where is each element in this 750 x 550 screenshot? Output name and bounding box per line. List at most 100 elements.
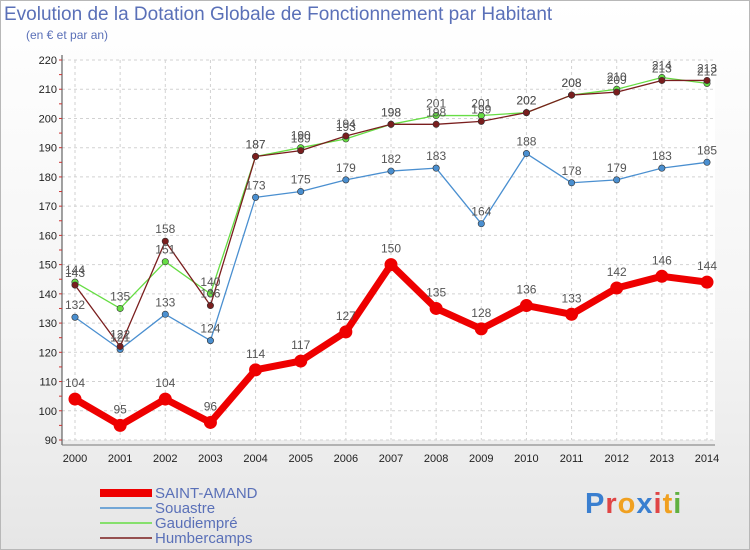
data-point — [519, 299, 533, 313]
data-label: 136 — [516, 283, 536, 297]
data-point — [203, 415, 217, 429]
data-point — [568, 179, 576, 187]
data-point — [116, 304, 124, 312]
data-label: 146 — [652, 253, 672, 267]
data-label: 151 — [155, 243, 175, 257]
x-tick-label: 2011 — [560, 453, 584, 465]
data-point — [71, 281, 79, 289]
data-label: 144 — [65, 263, 85, 277]
data-label: 188 — [516, 135, 536, 149]
x-tick-label: 2001 — [108, 453, 132, 465]
data-point — [565, 307, 579, 321]
data-label: 201 — [471, 97, 491, 111]
logo-letter: t — [662, 488, 674, 520]
data-point — [610, 281, 624, 295]
data-point — [522, 109, 530, 117]
logo-letter: x — [636, 488, 654, 520]
y-tick-label: 180 — [39, 172, 57, 184]
data-label: 133 — [155, 295, 175, 309]
data-point — [703, 76, 711, 84]
data-label: 121 — [110, 330, 130, 344]
data-label: 183 — [426, 149, 446, 163]
data-label: 132 — [65, 298, 85, 312]
data-label: 213 — [652, 61, 672, 75]
data-label: 182 — [381, 152, 401, 166]
series-0 — [68, 258, 714, 432]
data-point — [294, 354, 308, 368]
data-label: 194 — [336, 117, 356, 131]
x-tick-label: 2007 — [379, 453, 403, 465]
data-label: 95 — [113, 402, 127, 416]
y-tick-label: 130 — [39, 318, 57, 330]
legend-entry: Gaudiempré — [155, 515, 238, 532]
data-label: 142 — [607, 265, 627, 279]
x-tick-label: 2012 — [604, 453, 628, 465]
x-tick-label: 2008 — [424, 453, 448, 465]
data-label: 209 — [607, 73, 627, 87]
data-label: 179 — [336, 161, 356, 175]
data-label: 208 — [562, 76, 582, 90]
data-label: 140 — [200, 275, 220, 289]
data-point — [568, 91, 576, 99]
data-label: 178 — [562, 164, 582, 178]
x-tick-label: 2006 — [334, 453, 358, 465]
x-tick-label: 2002 — [153, 453, 177, 465]
legend-entry: SAINT-AMAND — [155, 485, 258, 502]
data-label: 210 — [607, 70, 627, 84]
data-label: 143 — [65, 266, 85, 280]
data-point — [252, 152, 260, 160]
data-point — [116, 342, 124, 350]
data-label: 114 — [246, 347, 265, 361]
data-label: 127 — [336, 309, 356, 323]
data-label: 150 — [381, 242, 401, 256]
y-tick-label: 210 — [39, 84, 57, 96]
y-tick-label: 190 — [39, 143, 57, 155]
x-tick-label: 2005 — [288, 453, 312, 465]
data-point — [432, 164, 440, 172]
y-tick-label: 120 — [39, 347, 57, 359]
data-label: 158 — [155, 222, 175, 236]
series-1 — [71, 150, 711, 353]
data-label: 193 — [336, 120, 356, 134]
data-label: 185 — [697, 143, 717, 157]
data-point — [655, 269, 669, 283]
data-label: 198 — [381, 105, 401, 119]
data-point — [252, 193, 260, 201]
y-tick-label: 90 — [45, 435, 57, 447]
y-tick-label: 100 — [39, 406, 57, 418]
data-point — [387, 120, 395, 128]
data-label: 212 — [697, 64, 717, 78]
data-label: 208 — [562, 76, 582, 90]
data-label: 213 — [697, 61, 717, 75]
x-tick-label: 2010 — [514, 453, 538, 465]
data-label: 187 — [246, 137, 266, 151]
data-point — [297, 147, 305, 155]
y-tick-label: 220 — [39, 55, 57, 67]
data-point — [700, 275, 714, 289]
data-label: 201 — [426, 97, 446, 111]
data-label: 96 — [204, 399, 218, 413]
data-label: 198 — [381, 105, 401, 119]
data-labels: 132 121 133 124 173 175 179 182 183 164 188 178 179 1… — [65, 59, 717, 417]
data-point — [703, 158, 711, 166]
data-point — [342, 176, 350, 184]
data-label: 202 — [516, 94, 536, 108]
x-tick-label: 2013 — [650, 453, 674, 465]
y-tick-label: 150 — [39, 260, 57, 272]
data-point — [339, 325, 353, 339]
data-point — [522, 150, 530, 158]
data-point — [68, 392, 82, 406]
data-point — [474, 322, 488, 336]
data-point — [477, 220, 485, 228]
data-label: 202 — [516, 94, 536, 108]
data-label: 104 — [155, 376, 175, 390]
logo-letter: P — [585, 488, 606, 520]
data-point — [658, 164, 666, 172]
data-label: 164 — [471, 205, 491, 219]
chart-subtitle: (en € et par an) — [26, 28, 109, 42]
data-point — [113, 418, 127, 432]
series-3 — [71, 76, 711, 350]
y-tick-label: 160 — [39, 230, 57, 242]
data-label: 135 — [110, 289, 130, 303]
